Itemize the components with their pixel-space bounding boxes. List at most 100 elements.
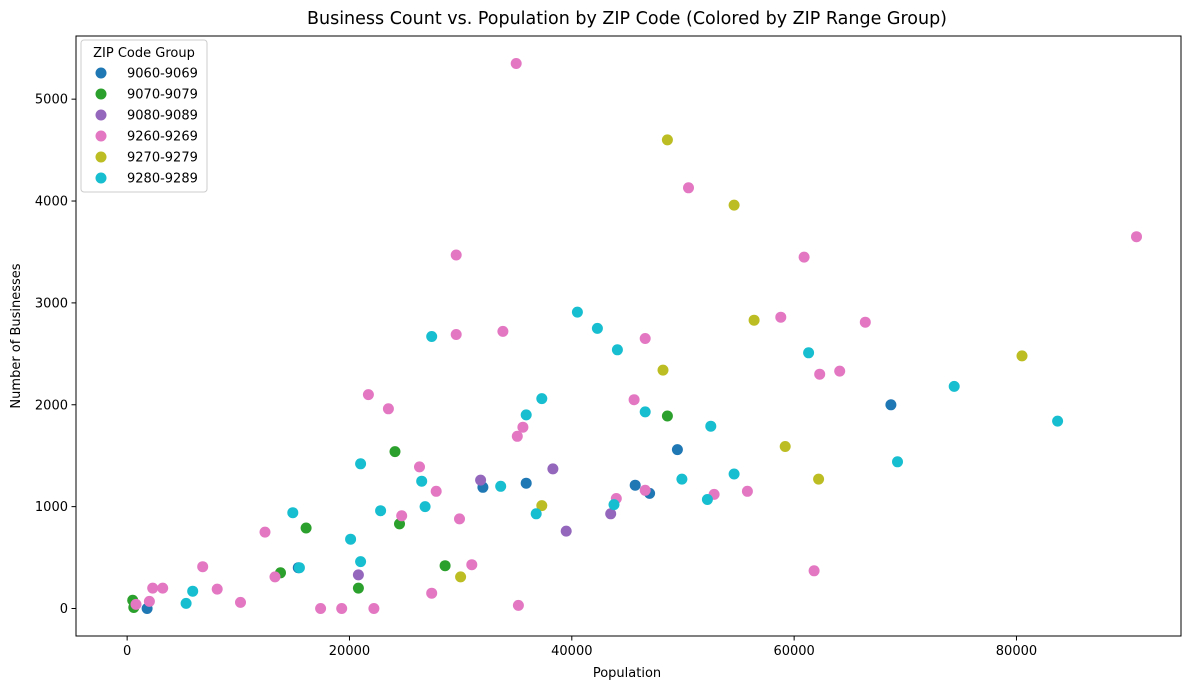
- data-point-9280-9289-15: [571, 306, 583, 318]
- data-point-9260-9269-7: [259, 526, 271, 538]
- data-point-9280-9289-25: [892, 456, 903, 468]
- data-point-9260-9269-23: [510, 58, 522, 69]
- y-tick-label: 0: [60, 602, 68, 617]
- data-points: [127, 58, 1142, 614]
- data-point-9280-9289-0: [180, 597, 192, 609]
- data-point-9270-9279-6: [779, 441, 791, 452]
- data-point-9260-9269-16: [426, 587, 438, 599]
- x-tick-label: 60000: [773, 644, 814, 659]
- data-point-9260-9269-31: [683, 182, 694, 194]
- data-point-9280-9289-16: [591, 322, 603, 334]
- data-point-9260-9269-25: [512, 599, 524, 611]
- data-point-9060-9069-7: [885, 399, 897, 411]
- data-point-9260-9269-37: [814, 368, 826, 380]
- data-point-9080-9089-0: [352, 569, 364, 581]
- x-tick-label: 0: [123, 644, 131, 659]
- legend: ZIP Code Group 9060-9069 9070-9079 9080-90…: [80, 39, 208, 193]
- legend-label-9070-9079: 9070-9079: [127, 88, 198, 103]
- data-point-9260-9269-2: [147, 582, 159, 594]
- legend-frame: [80, 39, 208, 193]
- data-point-9070-9079-3: [300, 522, 312, 534]
- plot-area-frame: [75, 35, 1182, 637]
- legend-label-9270-9279: 9270-9279: [127, 151, 198, 166]
- data-point-9270-9279-1: [536, 500, 548, 512]
- y-tick-label: 1000: [35, 500, 68, 515]
- data-point-9280-9289-9: [419, 501, 431, 513]
- data-point-9270-9279-2: [657, 364, 669, 376]
- data-point-9280-9289-14: [536, 393, 548, 405]
- data-point-9280-9289-10: [426, 331, 438, 342]
- data-point-9260-9269-29: [639, 333, 651, 344]
- data-point-9260-9269-40: [1131, 231, 1142, 243]
- data-point-9280-9289-24: [803, 347, 815, 359]
- data-point-9260-9269-0: [130, 598, 142, 610]
- data-point-9060-9069-6: [671, 444, 683, 456]
- data-point-9280-9289-2: [287, 507, 299, 519]
- data-point-9270-9279-3: [661, 134, 673, 146]
- data-point-9260-9269-36: [808, 565, 820, 577]
- data-point-9260-9269-13: [382, 403, 394, 415]
- data-point-9280-9289-22: [705, 420, 717, 432]
- data-point-9280-9289-11: [495, 480, 507, 492]
- data-point-9280-9289-17: [608, 499, 620, 511]
- data-point-9280-9289-18: [611, 344, 623, 356]
- y-tick-label: 2000: [35, 398, 68, 413]
- data-point-9260-9269-17: [430, 485, 442, 497]
- data-point-9280-9289-4: [345, 533, 357, 545]
- y-tick-label: 4000: [35, 195, 68, 210]
- data-point-9070-9079-4: [352, 582, 364, 594]
- y-tick-label: 3000: [35, 296, 68, 311]
- data-point-9260-9269-14: [396, 510, 408, 522]
- data-point-9260-9269-24: [511, 430, 523, 442]
- data-point-9280-9289-19: [639, 406, 651, 418]
- data-point-9280-9289-7: [375, 505, 387, 517]
- data-point-9060-9069-3: [520, 477, 532, 489]
- data-point-9060-9069-4: [629, 479, 641, 491]
- legend-marker-9070-9079: [95, 88, 107, 100]
- legend-marker-9280-9289: [95, 172, 107, 184]
- legend-marker-9080-9089: [95, 109, 107, 121]
- legend-title: ZIP Code Group: [93, 46, 195, 61]
- legend-marker-9270-9279: [95, 151, 107, 163]
- data-point-9260-9269-3: [157, 582, 169, 594]
- y-axis-label: Number of Businesses: [9, 263, 24, 408]
- data-point-9280-9289-1: [187, 585, 199, 597]
- x-tick-label: 20000: [329, 644, 370, 659]
- data-point-9080-9089-2: [547, 463, 559, 475]
- data-point-9260-9269-9: [315, 603, 327, 614]
- data-point-9280-9289-12: [520, 409, 532, 421]
- data-point-9260-9269-35: [798, 251, 810, 263]
- data-point-9260-9269-30: [639, 484, 651, 496]
- legend-marker-9260-9269: [95, 130, 107, 142]
- data-point-9260-9269-28: [628, 394, 640, 406]
- data-point-9070-9079-7: [439, 560, 451, 572]
- data-point-9260-9269-39: [859, 316, 871, 328]
- data-point-9260-9269-5: [211, 583, 223, 595]
- legend-label-9080-9089: 9080-9089: [127, 109, 198, 124]
- data-point-9260-9269-1: [143, 595, 155, 607]
- y-axis-ticks: 0 1000 2000 3000 4000 5000: [35, 93, 76, 617]
- data-point-9270-9279-8: [1016, 350, 1028, 362]
- data-point-9260-9269-4: [197, 561, 209, 573]
- data-point-9080-9089-1: [475, 474, 487, 486]
- data-point-9260-9269-20: [454, 513, 465, 525]
- data-point-9260-9269-19: [450, 329, 462, 340]
- data-point-9280-9289-8: [416, 475, 428, 487]
- data-point-9070-9079-5: [389, 446, 401, 458]
- data-point-9280-9289-6: [355, 458, 367, 470]
- data-point-9260-9269-22: [497, 325, 509, 337]
- x-tick-label: 40000: [551, 644, 592, 659]
- data-point-9080-9089-4: [605, 508, 617, 520]
- x-tick-label: 80000: [996, 644, 1037, 659]
- legend-label-9280-9289: 9280-9289: [127, 172, 198, 187]
- data-point-9260-9269-34: [775, 311, 787, 323]
- data-point-9260-9269-15: [414, 461, 425, 473]
- legend-marker-9060-9069: [95, 67, 107, 79]
- y-tick-label: 5000: [35, 93, 68, 108]
- data-point-9280-9289-27: [1052, 415, 1064, 427]
- data-point-9280-9289-20: [676, 473, 688, 485]
- data-point-9280-9289-21: [701, 494, 713, 505]
- data-point-9260-9269-33: [741, 485, 753, 497]
- data-point-9280-9289-13: [530, 508, 542, 520]
